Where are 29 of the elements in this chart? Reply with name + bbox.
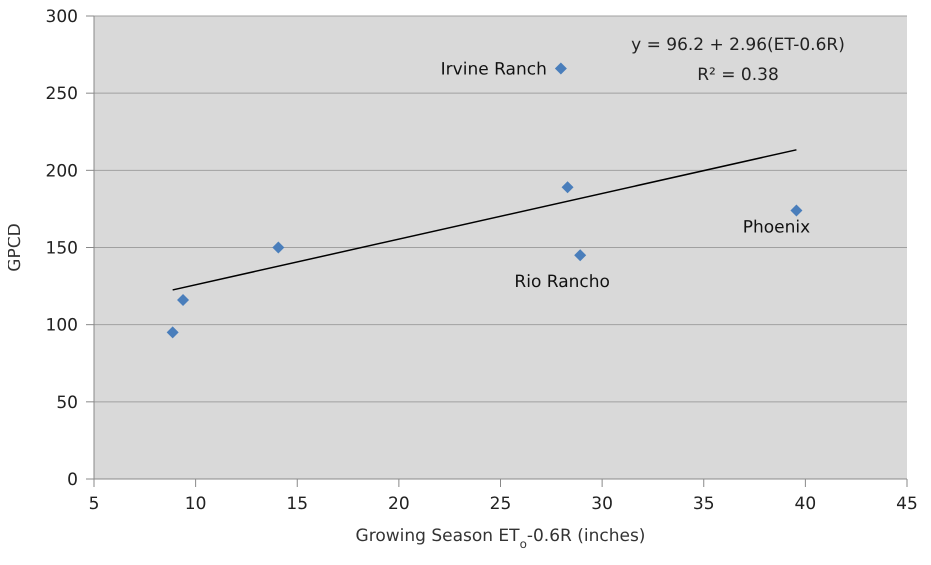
annotation: Irvine Ranch <box>440 59 547 80</box>
annotation: y = 96.2 + 2.96(ET-0.6R) <box>630 34 846 57</box>
point <box>272 242 284 254</box>
point <box>574 249 586 262</box>
point <box>554 62 567 74</box>
annotation: Phoenix <box>742 217 810 238</box>
x-axis-title: Growing Season ET$_{o}$-0.6R (inches) <box>356 526 646 551</box>
annotation: Rio Rancho <box>514 272 610 292</box>
x-tick-label: 10 <box>184 494 206 514</box>
y-tick-label: 300 <box>46 7 78 28</box>
x-tick-label: 15 <box>286 494 308 514</box>
x-tick-label: 40 <box>794 494 816 514</box>
x-tick-label: 5 <box>88 494 100 514</box>
y-tick-label: 0 <box>67 470 78 490</box>
x-tick-label: 20 <box>388 494 410 514</box>
x-tick-label: 25 <box>490 494 512 514</box>
y-tick-label: 200 <box>46 161 78 182</box>
point <box>562 181 574 194</box>
y-tick-label: 50 <box>56 392 78 413</box>
y-tick-label: 250 <box>46 84 78 104</box>
x-tick-label: 35 <box>692 494 715 514</box>
point <box>166 326 179 338</box>
point <box>790 204 802 216</box>
x-tick-label: 45 <box>896 494 918 514</box>
point <box>177 294 190 306</box>
x-tick-label: 30 <box>591 494 613 514</box>
annotation: R² = 0.38 <box>696 64 780 87</box>
y-tick-label: 150 <box>46 238 78 259</box>
y-tick-label: 100 <box>46 316 78 336</box>
